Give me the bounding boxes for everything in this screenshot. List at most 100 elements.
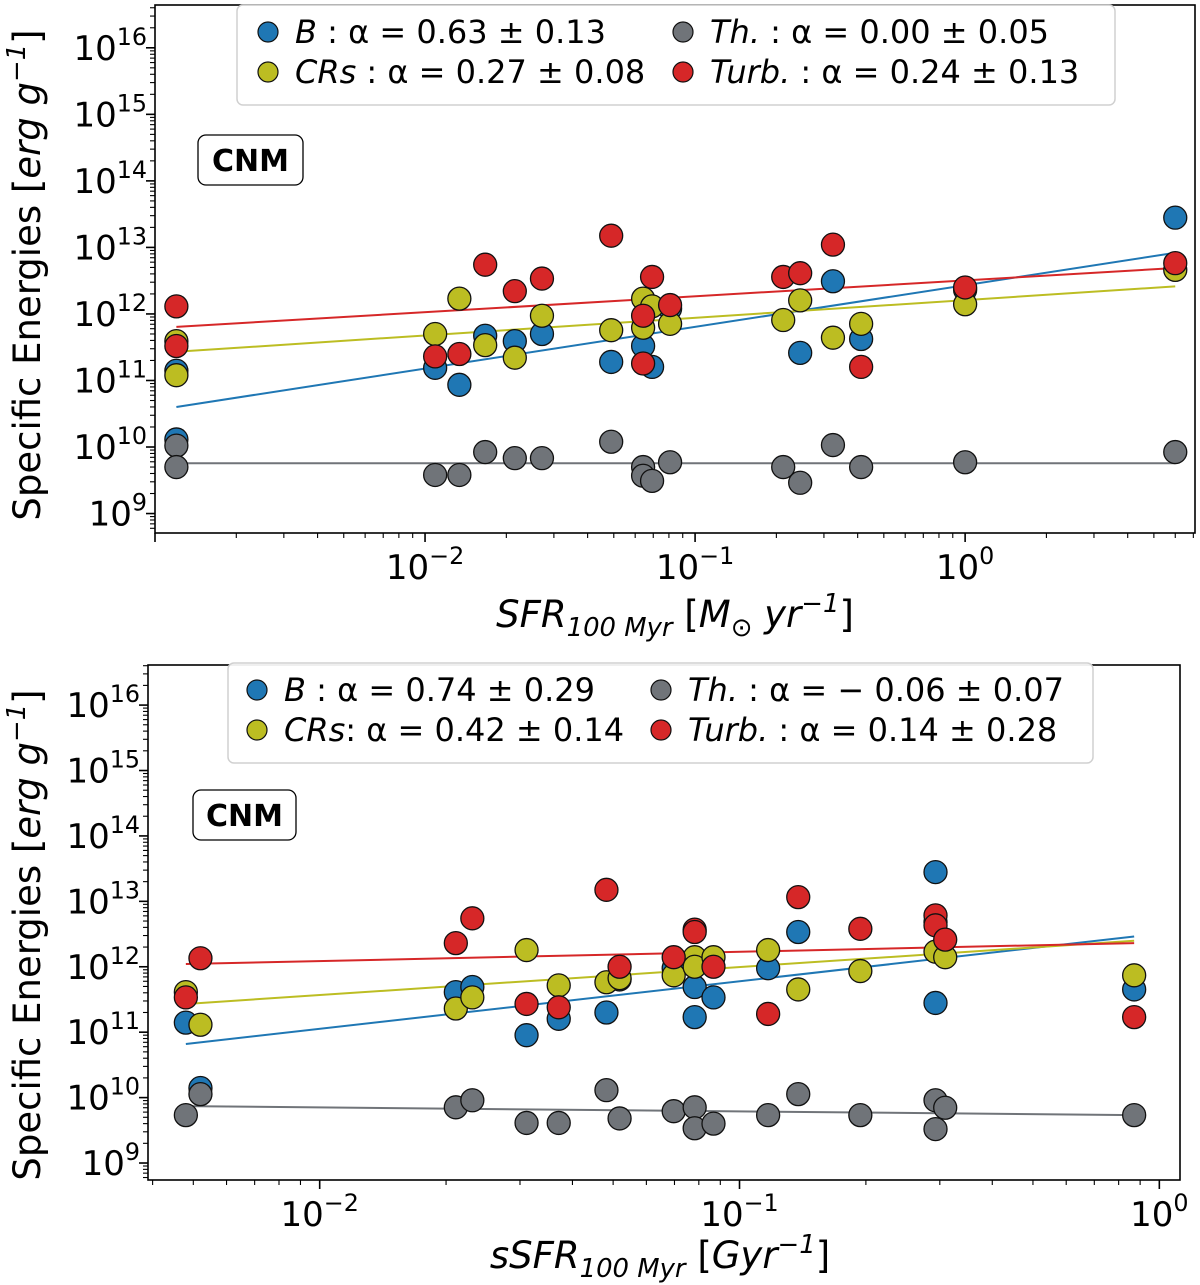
legend-item-b: B : α = 0.63 ± 0.13 [257, 13, 606, 51]
data-point-turb [786, 884, 811, 910]
data-point-turb [1163, 251, 1188, 276]
data-point-th [1122, 1102, 1147, 1128]
data-point-crs [848, 311, 874, 336]
data-point-turb [701, 954, 726, 979]
legend-series-name: Turb. [710, 53, 790, 91]
data-point-th [607, 1106, 632, 1131]
tick-exp: 10 [117, 422, 147, 450]
label-part: −1 [2, 704, 32, 742]
tick-exp: −2 [429, 542, 464, 570]
data-point-turb [607, 954, 632, 979]
data-point-crs [788, 288, 813, 313]
tick-base: 10 [936, 548, 979, 588]
data-point-crs [460, 985, 485, 1010]
data-point-th [173, 1102, 199, 1128]
data-point-th [422, 462, 448, 488]
data-point-turb [848, 916, 873, 941]
data-point-turb [599, 223, 624, 248]
data-point-crs [771, 307, 796, 333]
tick-base: 10 [73, 162, 116, 202]
data-point-th [447, 462, 472, 488]
data-point-turb [447, 341, 472, 367]
data-point-th [701, 1111, 726, 1136]
data-point-th [923, 1116, 948, 1142]
tick-base: 10 [66, 1013, 109, 1053]
data-point-th [164, 433, 189, 458]
y-axis-label: Specific Energies [erg g−1] [2, 689, 49, 1180]
label-part: −1 [778, 1230, 816, 1260]
tick-base: 10 [73, 29, 116, 69]
data-point-turb [594, 877, 619, 902]
legend-text: CRs : α = 0.27 ± 0.08 [295, 53, 645, 91]
label-part: ⊙ [731, 613, 753, 643]
tick-base: 10 [656, 548, 699, 588]
data-point-th [755, 1102, 781, 1128]
legend-text: Th. : α = 0.00 ± 0.05 [710, 13, 1049, 51]
label-part: [ [686, 1234, 712, 1277]
data-point-crs [164, 363, 189, 388]
label-part: ] [839, 593, 853, 636]
data-point-th [786, 1081, 811, 1107]
data-point-turb [173, 985, 199, 1010]
data-point-crs [188, 1012, 213, 1037]
tick-exp: 14 [110, 811, 140, 839]
data-point-th [599, 429, 624, 454]
panel-label-box [197, 134, 304, 186]
tick-base: 10 [66, 1079, 109, 1119]
data-point-turb [460, 906, 485, 931]
data-point-turb [657, 292, 683, 318]
label-part: ] [6, 689, 49, 703]
data-point-crs [502, 345, 527, 370]
data-point-turb [848, 354, 874, 380]
y-tick-label: 1015 [66, 746, 140, 792]
data-point-th [639, 468, 665, 494]
tick-exp: −1 [699, 542, 734, 570]
legend-item-th: Th. : α = 0.00 ± 0.05 [672, 13, 1049, 51]
data-point-crs [599, 318, 624, 343]
legend-item-th: Th. : α = − 0.06 ± 0.07 [650, 671, 1064, 709]
legend-stat: : α = 0.24 ± 0.13 [790, 53, 1079, 91]
data-point-th [594, 1077, 619, 1103]
tick-exp: 9 [132, 489, 147, 517]
data-point-crs [422, 321, 448, 347]
data-point-crs [1122, 963, 1147, 988]
tick-base: 10 [73, 428, 116, 468]
x-tick-label: 10−1 [700, 1189, 778, 1235]
panel-label-box [192, 789, 297, 841]
data-point-turb [546, 995, 571, 1020]
data-point-turb [933, 927, 958, 952]
legend-marker [650, 719, 672, 741]
tick-base: 10 [73, 95, 116, 135]
label-part: Specific Energies [ [6, 179, 49, 521]
data-point-th [164, 454, 189, 480]
data-point-crs [447, 286, 472, 311]
data-point-turb [661, 945, 686, 970]
data-point-b [599, 349, 624, 375]
label-part: M [699, 593, 731, 636]
data-point-th [933, 1095, 958, 1120]
legend-stat: : α = 0.00 ± 0.05 [760, 13, 1049, 51]
x-tick-label: 100 [1130, 1189, 1188, 1235]
data-point-th [502, 446, 527, 471]
legend-box [236, 4, 1116, 106]
data-point-th [788, 470, 813, 495]
data-point-b [788, 340, 813, 366]
data-point-b [514, 1023, 539, 1048]
legend-text: B : α = 0.74 ± 0.29 [284, 671, 595, 709]
data-point-b [820, 269, 846, 294]
tick-exp: 10 [110, 1073, 140, 1101]
data-point-turb [529, 266, 555, 291]
legend-text: Turb. : α = 0.24 ± 0.13 [710, 53, 1079, 91]
data-point-turb [639, 264, 665, 290]
y-tick-label: 1010 [66, 1073, 140, 1119]
tick-exp: 15 [117, 89, 147, 117]
data-point-th [529, 446, 555, 471]
legend-stat: : α = 0.42 ± 0.14 [345, 711, 624, 749]
x-tick-label: 100 [936, 542, 994, 588]
tick-base: 10 [73, 295, 116, 335]
data-point-th [188, 1081, 213, 1107]
data-point-turb [514, 991, 539, 1017]
y-tick-label: 1016 [66, 680, 140, 726]
data-point-turb [755, 1001, 781, 1027]
